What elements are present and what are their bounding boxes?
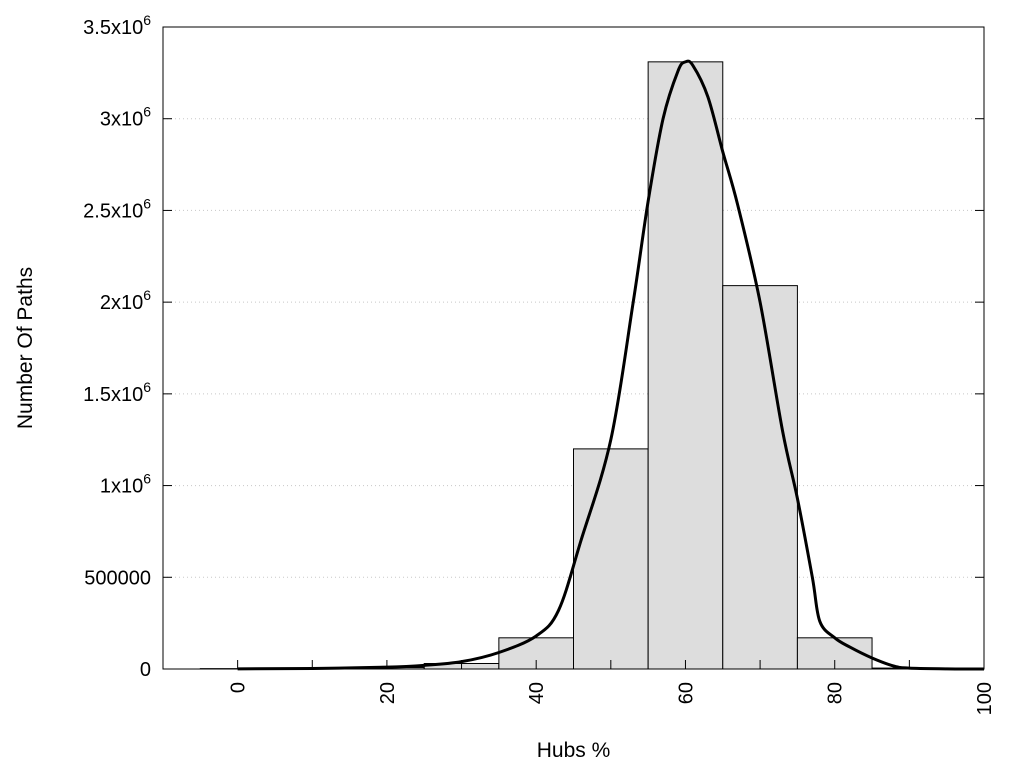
y-tick-labels: 0 500000 1x106 1.5x106 2x106 2.5x106 3x106 3.5x… (83, 12, 151, 681)
y-axis-title: Number Of Paths (14, 267, 37, 429)
x-tick-label: 0 (228, 682, 250, 693)
y-tick-label: 0 (140, 659, 151, 681)
histogram-bar (722, 285, 798, 670)
bars (199, 61, 948, 670)
density-curve (237, 59, 984, 671)
x-tick-label: 80 (825, 682, 847, 704)
y-tick-label: 3x106 (100, 104, 151, 131)
histogram-bar (573, 448, 649, 670)
tick-marks (163, 26, 985, 670)
y-tick-label: 1.5x106 (83, 379, 151, 406)
grid-lines (163, 118, 984, 578)
y-tick-label: 2x106 (100, 287, 151, 314)
curve (237, 59, 984, 671)
y-tick-label: 3.5x106 (83, 12, 151, 39)
x-tick-label: 20 (377, 682, 399, 704)
x-tick-label: 40 (526, 682, 548, 704)
y-tick-label: 2.5x106 (83, 195, 151, 222)
y-tick-label: 500000 (84, 567, 151, 589)
y-tick-label: 1x106 (100, 471, 151, 498)
x-tick-label: 100 (974, 682, 996, 715)
x-tick-labels: 0 20 40 60 80 100 (228, 682, 996, 715)
x-tick-label: 60 (675, 682, 697, 704)
x-axis-title: Hubs % (537, 739, 611, 762)
histogram-bar (647, 61, 724, 670)
plot-area-frame (162, 26, 985, 670)
